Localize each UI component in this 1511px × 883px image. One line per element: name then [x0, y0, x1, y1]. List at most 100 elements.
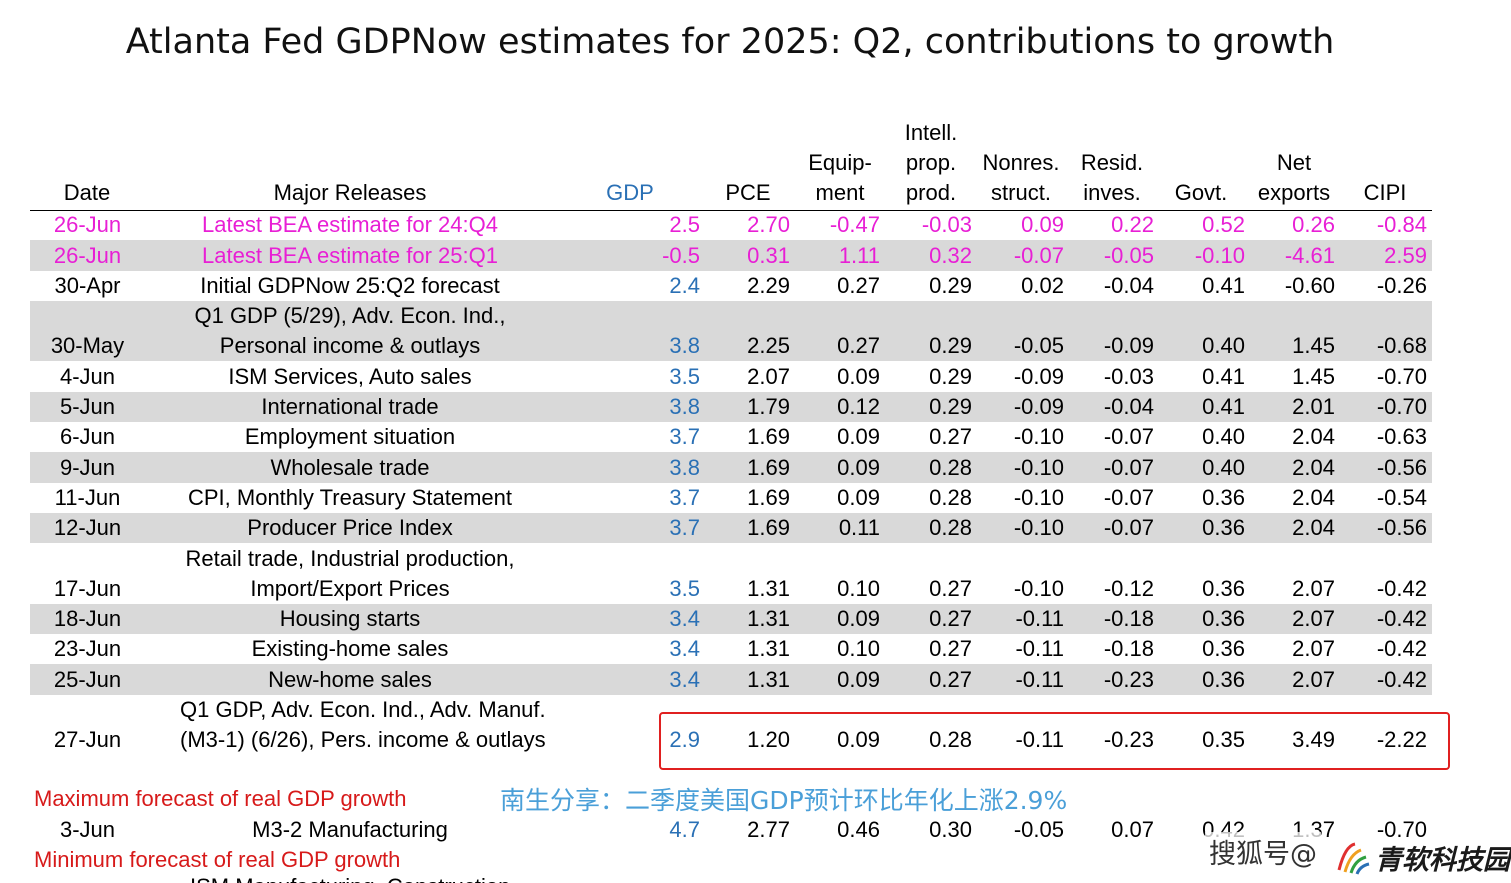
row-date: 30-May	[50, 333, 125, 359]
latest-estimate-highlight-box	[659, 712, 1450, 770]
min-forecast-row-partial: ISM Manufacturing, Construction	[190, 873, 510, 883]
row-release-line: New-home sales	[268, 666, 432, 692]
qingruan-logo-icon	[1337, 842, 1370, 875]
cell-cipi: -0.56	[1376, 515, 1427, 541]
header-resid: Resid. inves.	[1072, 118, 1152, 208]
cell-equip: 0.46	[837, 817, 880, 842]
cell-govt: 0.36	[1202, 575, 1245, 601]
cell-netx: 0.26	[1292, 212, 1335, 238]
table-row: 25-Jun New-home sales 3.4 1.31 0.09 0.27 -0.11…	[30, 664, 1432, 695]
row-release: Latest BEA estimate for 25:Q1	[180, 241, 520, 271]
cell-gdp: 2.9	[669, 727, 700, 753]
row-date: 3-Jun	[59, 817, 116, 842]
cell-gdp: 3.4	[669, 605, 700, 631]
cell-equip: 0.09	[837, 727, 880, 753]
row-date: 30-Apr	[54, 272, 121, 298]
cell-ipp: 0.27	[929, 424, 972, 450]
cell-nonres: -0.10	[1013, 575, 1064, 601]
cell-nonres: -0.09	[1013, 363, 1064, 389]
row-date: 6-Jun	[59, 424, 116, 450]
cell-resid: 0.22	[1111, 212, 1154, 238]
cell-nonres: -0.11	[1015, 605, 1064, 631]
row-release: Latest BEA estimate for 24:Q4	[180, 210, 520, 240]
cell-govt: 0.52	[1202, 212, 1245, 238]
row-release: International trade	[180, 392, 520, 422]
header-equip-line: Equip-	[808, 150, 872, 175]
cell-nonres: -0.05	[1013, 333, 1064, 359]
header-netx-line: Net	[1276, 150, 1312, 175]
cell-gdp: 3.7	[669, 424, 700, 450]
cell-ipp: 0.28	[929, 454, 972, 480]
cell-ipp: 0.28	[929, 515, 972, 541]
row-release: ISM Services, Auto sales	[180, 362, 520, 392]
cell-resid: -0.03	[1103, 363, 1154, 389]
row-release-line: Latest BEA estimate for 25:Q1	[202, 242, 498, 268]
cell-cipi: -0.63	[1376, 424, 1427, 450]
cell-pce: 1.31	[747, 575, 790, 601]
header-pce: PCE	[718, 118, 778, 208]
table-row: 23-Jun Existing-home sales 3.4 1.31 0.10 0.27…	[30, 634, 1432, 664]
header-govt-line: Govt.	[1174, 180, 1228, 205]
row-release-line: ISM Services, Auto sales	[228, 363, 472, 389]
annotation-text: 南生分享：二季度美国GDP预计环比年化上涨2.9%	[500, 786, 1068, 815]
row-release: New-home sales	[180, 665, 520, 695]
cell-cipi: -0.42	[1376, 575, 1427, 601]
table-row: 4-Jun ISM Services, Auto sales 3.5 2.07 0.09…	[30, 361, 1432, 391]
cell-nonres: 0.09	[1021, 212, 1064, 238]
row-release-line: Q1 GDP, Adv. Econ. Ind., Adv. Manuf.	[180, 697, 546, 723]
cell-ipp: -0.03	[921, 212, 972, 238]
cell-gdp: 3.8	[669, 393, 700, 419]
row-release-line: International trade	[261, 393, 439, 419]
cell-netx: 1.45	[1292, 363, 1335, 389]
cell-pce: 0.31	[747, 242, 790, 268]
header-equip: Equip-ment	[800, 118, 880, 208]
cell-ipp: 0.29	[929, 272, 972, 298]
cell-equip: -0.47	[829, 212, 880, 238]
min-forecast-label: Minimum forecast of real GDP growth	[34, 847, 401, 872]
cell-netx: 2.04	[1292, 454, 1335, 480]
cell-netx: 1.45	[1292, 333, 1335, 359]
cell-resid: -0.04	[1103, 272, 1154, 298]
cell-cipi: -0.42	[1376, 605, 1427, 631]
cell-netx: 2.07	[1292, 575, 1335, 601]
header-gdp-line: GDP	[606, 180, 654, 205]
cell-pce: 2.77	[747, 817, 790, 842]
cell-govt: -0.10	[1194, 242, 1245, 268]
cell-ipp: 0.28	[929, 484, 972, 510]
cell-cipi: -0.54	[1376, 484, 1427, 510]
cell-cipi: -0.70	[1376, 393, 1427, 419]
cell-nonres: -0.05	[1013, 817, 1064, 842]
cell-cipi: -0.42	[1376, 666, 1427, 692]
cell-resid: -0.04	[1103, 393, 1154, 419]
cell-gdp: 3.5	[669, 575, 700, 601]
row-release-line: M3-2 Manufacturing	[252, 817, 448, 842]
cell-netx: -0.60	[1284, 272, 1335, 298]
table-header: Date Major Releases GDP PCE Equip-ment Intell…	[30, 118, 1432, 211]
row-date: 11-Jun	[54, 484, 121, 510]
cell-cipi: -0.26	[1376, 272, 1427, 298]
table-row: 11-Jun CPI, Monthly Treasury Statement 3.7…	[30, 483, 1432, 513]
cell-ipp: 0.29	[929, 363, 972, 389]
row-release-line: Q1 GDP (5/29), Adv. Econ. Ind.,	[194, 303, 506, 329]
table-row: 26-Jun Latest BEA estimate for 25:Q1 -0.5 0…	[30, 240, 1432, 271]
cell-govt: 0.35	[1202, 727, 1245, 753]
cell-pce: 2.25	[747, 333, 790, 359]
header-resid-line: Resid.	[1080, 150, 1144, 175]
cell-cipi: -0.70	[1376, 817, 1427, 842]
cell-resid: -0.07	[1103, 454, 1154, 480]
header-resid-line: inves.	[1083, 180, 1141, 205]
max-forecast-data-row: 3-Jun M3-2 Manufacturing 4.7 2.77 0.46 0.30 -0…	[30, 815, 1432, 845]
cell-equip: 0.09	[837, 424, 880, 450]
cell-gdp: 3.5	[669, 363, 700, 389]
row-release-line: Producer Price Index	[247, 515, 453, 541]
max-forecast-label: Maximum forecast of real GDP growth	[34, 786, 407, 811]
cell-resid: 0.07	[1111, 817, 1154, 842]
cell-resid: -0.05	[1103, 242, 1154, 268]
cell-equip: 1.11	[838, 242, 880, 268]
row-date: 23-Jun	[53, 636, 122, 662]
row-date: 17-Jun	[53, 575, 122, 601]
cell-nonres: -0.10	[1013, 484, 1064, 510]
cell-equip: 0.09	[837, 605, 880, 631]
cell-nonres: 0.02	[1021, 272, 1064, 298]
cell-equip: 0.09	[837, 484, 880, 510]
